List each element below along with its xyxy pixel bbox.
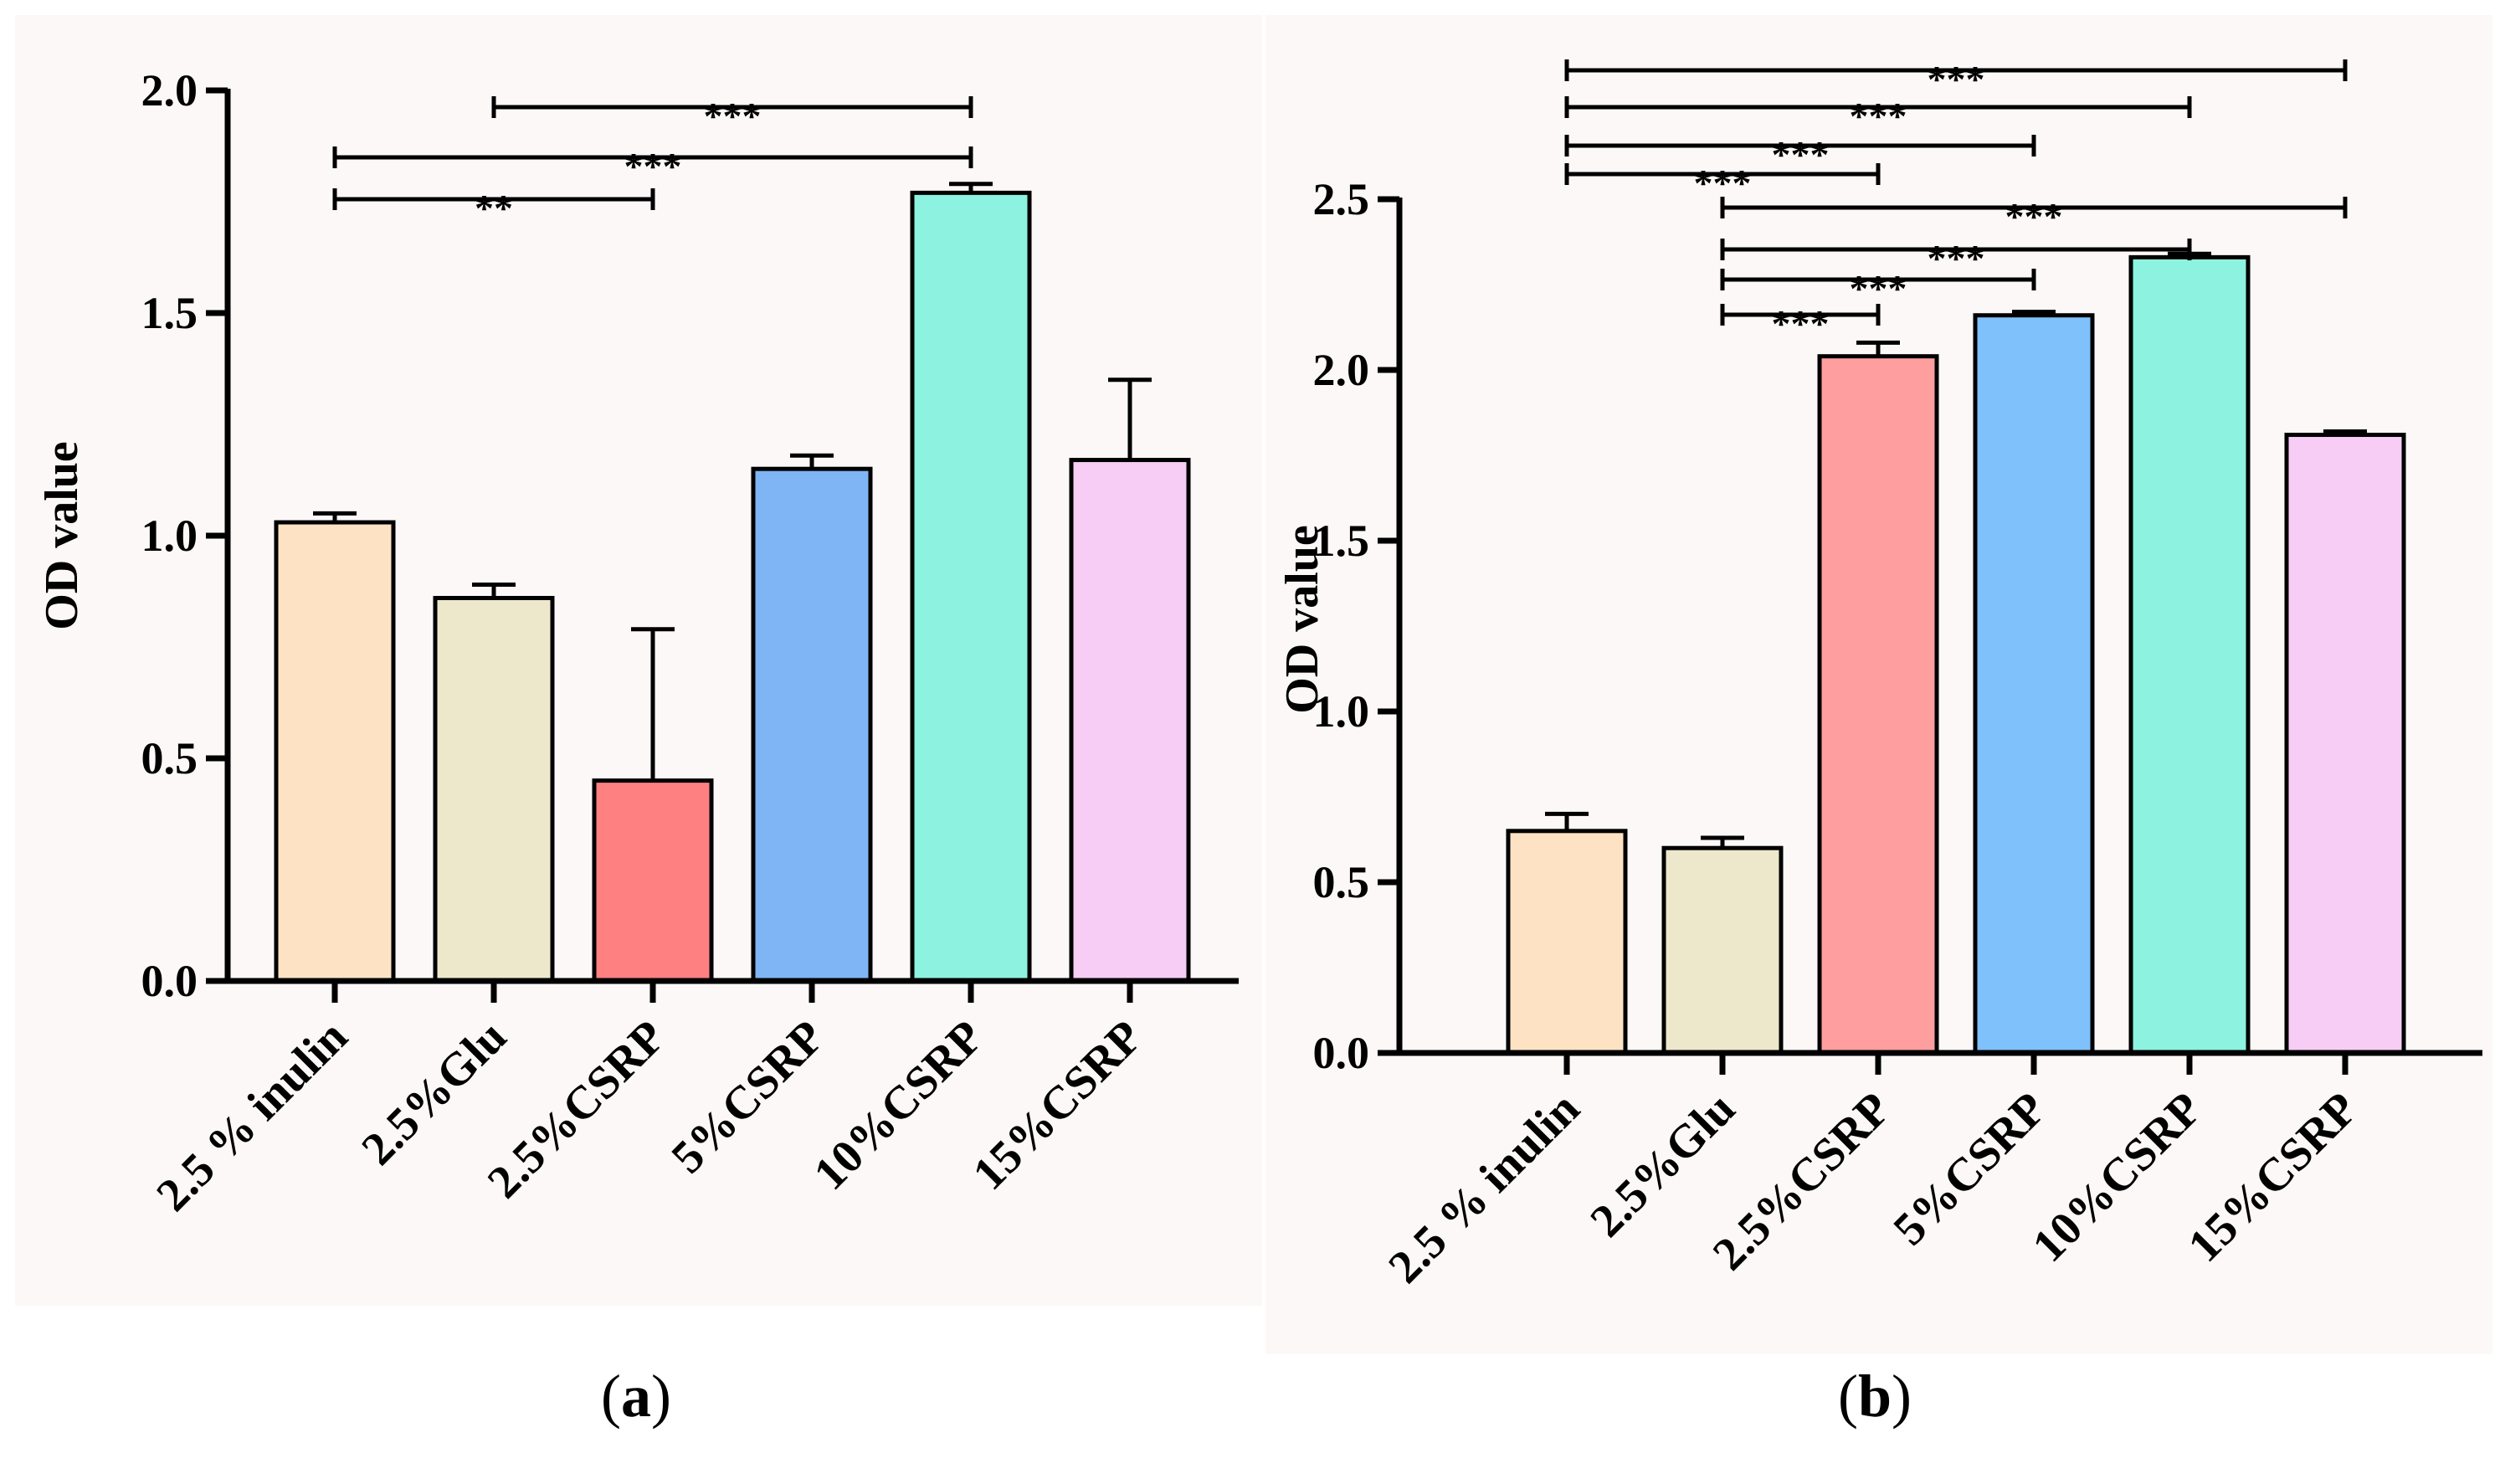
significance-label: *** xyxy=(1772,133,1830,176)
bar-2 xyxy=(1661,845,1784,1055)
significance-label: *** xyxy=(1772,302,1830,345)
bar-1 xyxy=(1506,829,1628,1055)
bar-1 xyxy=(274,520,396,983)
significance-label: *** xyxy=(1850,95,1907,137)
y-tick-label: 1.0 xyxy=(141,511,198,561)
bar-3 xyxy=(1817,354,1939,1055)
y-tick-label: 1.0 xyxy=(1313,686,1370,737)
significance-label: *** xyxy=(624,145,682,187)
significance-label: *** xyxy=(1928,58,1985,100)
y-tick-label: 2.0 xyxy=(1313,345,1370,395)
panel-label-close: ) xyxy=(651,1363,671,1430)
panel-label-close: ) xyxy=(1892,1363,1912,1430)
panel-label: (a) xyxy=(601,1363,671,1430)
y-axis-title: OD value xyxy=(1276,525,1328,714)
panel-a: 0.00.51.01.52.02.5 % inulin2.5%Glu2.5%CS… xyxy=(15,15,1262,1430)
y-axis-title: OD value xyxy=(36,441,88,630)
y-tick-label: 0.0 xyxy=(141,956,198,1006)
significance-label: *** xyxy=(1928,237,1985,280)
panel-b: 0.00.51.01.52.02.52.5 % inulin2.5%Glu2.5… xyxy=(1265,15,2492,1430)
panel-label-letter: b xyxy=(1858,1363,1892,1430)
bar-3 xyxy=(592,778,714,983)
panel-label-open: ( xyxy=(1838,1363,1858,1430)
bar-2 xyxy=(433,595,555,983)
y-tick-label: 0.5 xyxy=(1313,857,1370,907)
y-tick-label: 1.5 xyxy=(1313,516,1370,566)
significance-label: *** xyxy=(1850,267,1907,310)
y-tick-label: 2.0 xyxy=(141,65,198,116)
panel-label-open: ( xyxy=(601,1363,621,1430)
y-tick-label: 0.5 xyxy=(141,733,198,783)
bar-6 xyxy=(2284,433,2406,1055)
y-tick-label: 0.0 xyxy=(1313,1028,1370,1078)
y-tick-label: 1.5 xyxy=(141,288,198,338)
significance-label: *** xyxy=(704,95,762,137)
significance-label: *** xyxy=(2005,195,2063,238)
significance-label: ** xyxy=(475,187,513,229)
bar-4 xyxy=(751,466,873,983)
y-tick-label: 2.5 xyxy=(1313,174,1370,224)
bar-5 xyxy=(2128,254,2251,1055)
panel-label: (b) xyxy=(1838,1363,1912,1430)
bar-5 xyxy=(910,190,1032,983)
bar-6 xyxy=(1069,458,1191,983)
panel-background xyxy=(15,15,1262,1306)
panel-label-letter: a xyxy=(621,1363,651,1430)
bar-4 xyxy=(1973,313,2095,1055)
